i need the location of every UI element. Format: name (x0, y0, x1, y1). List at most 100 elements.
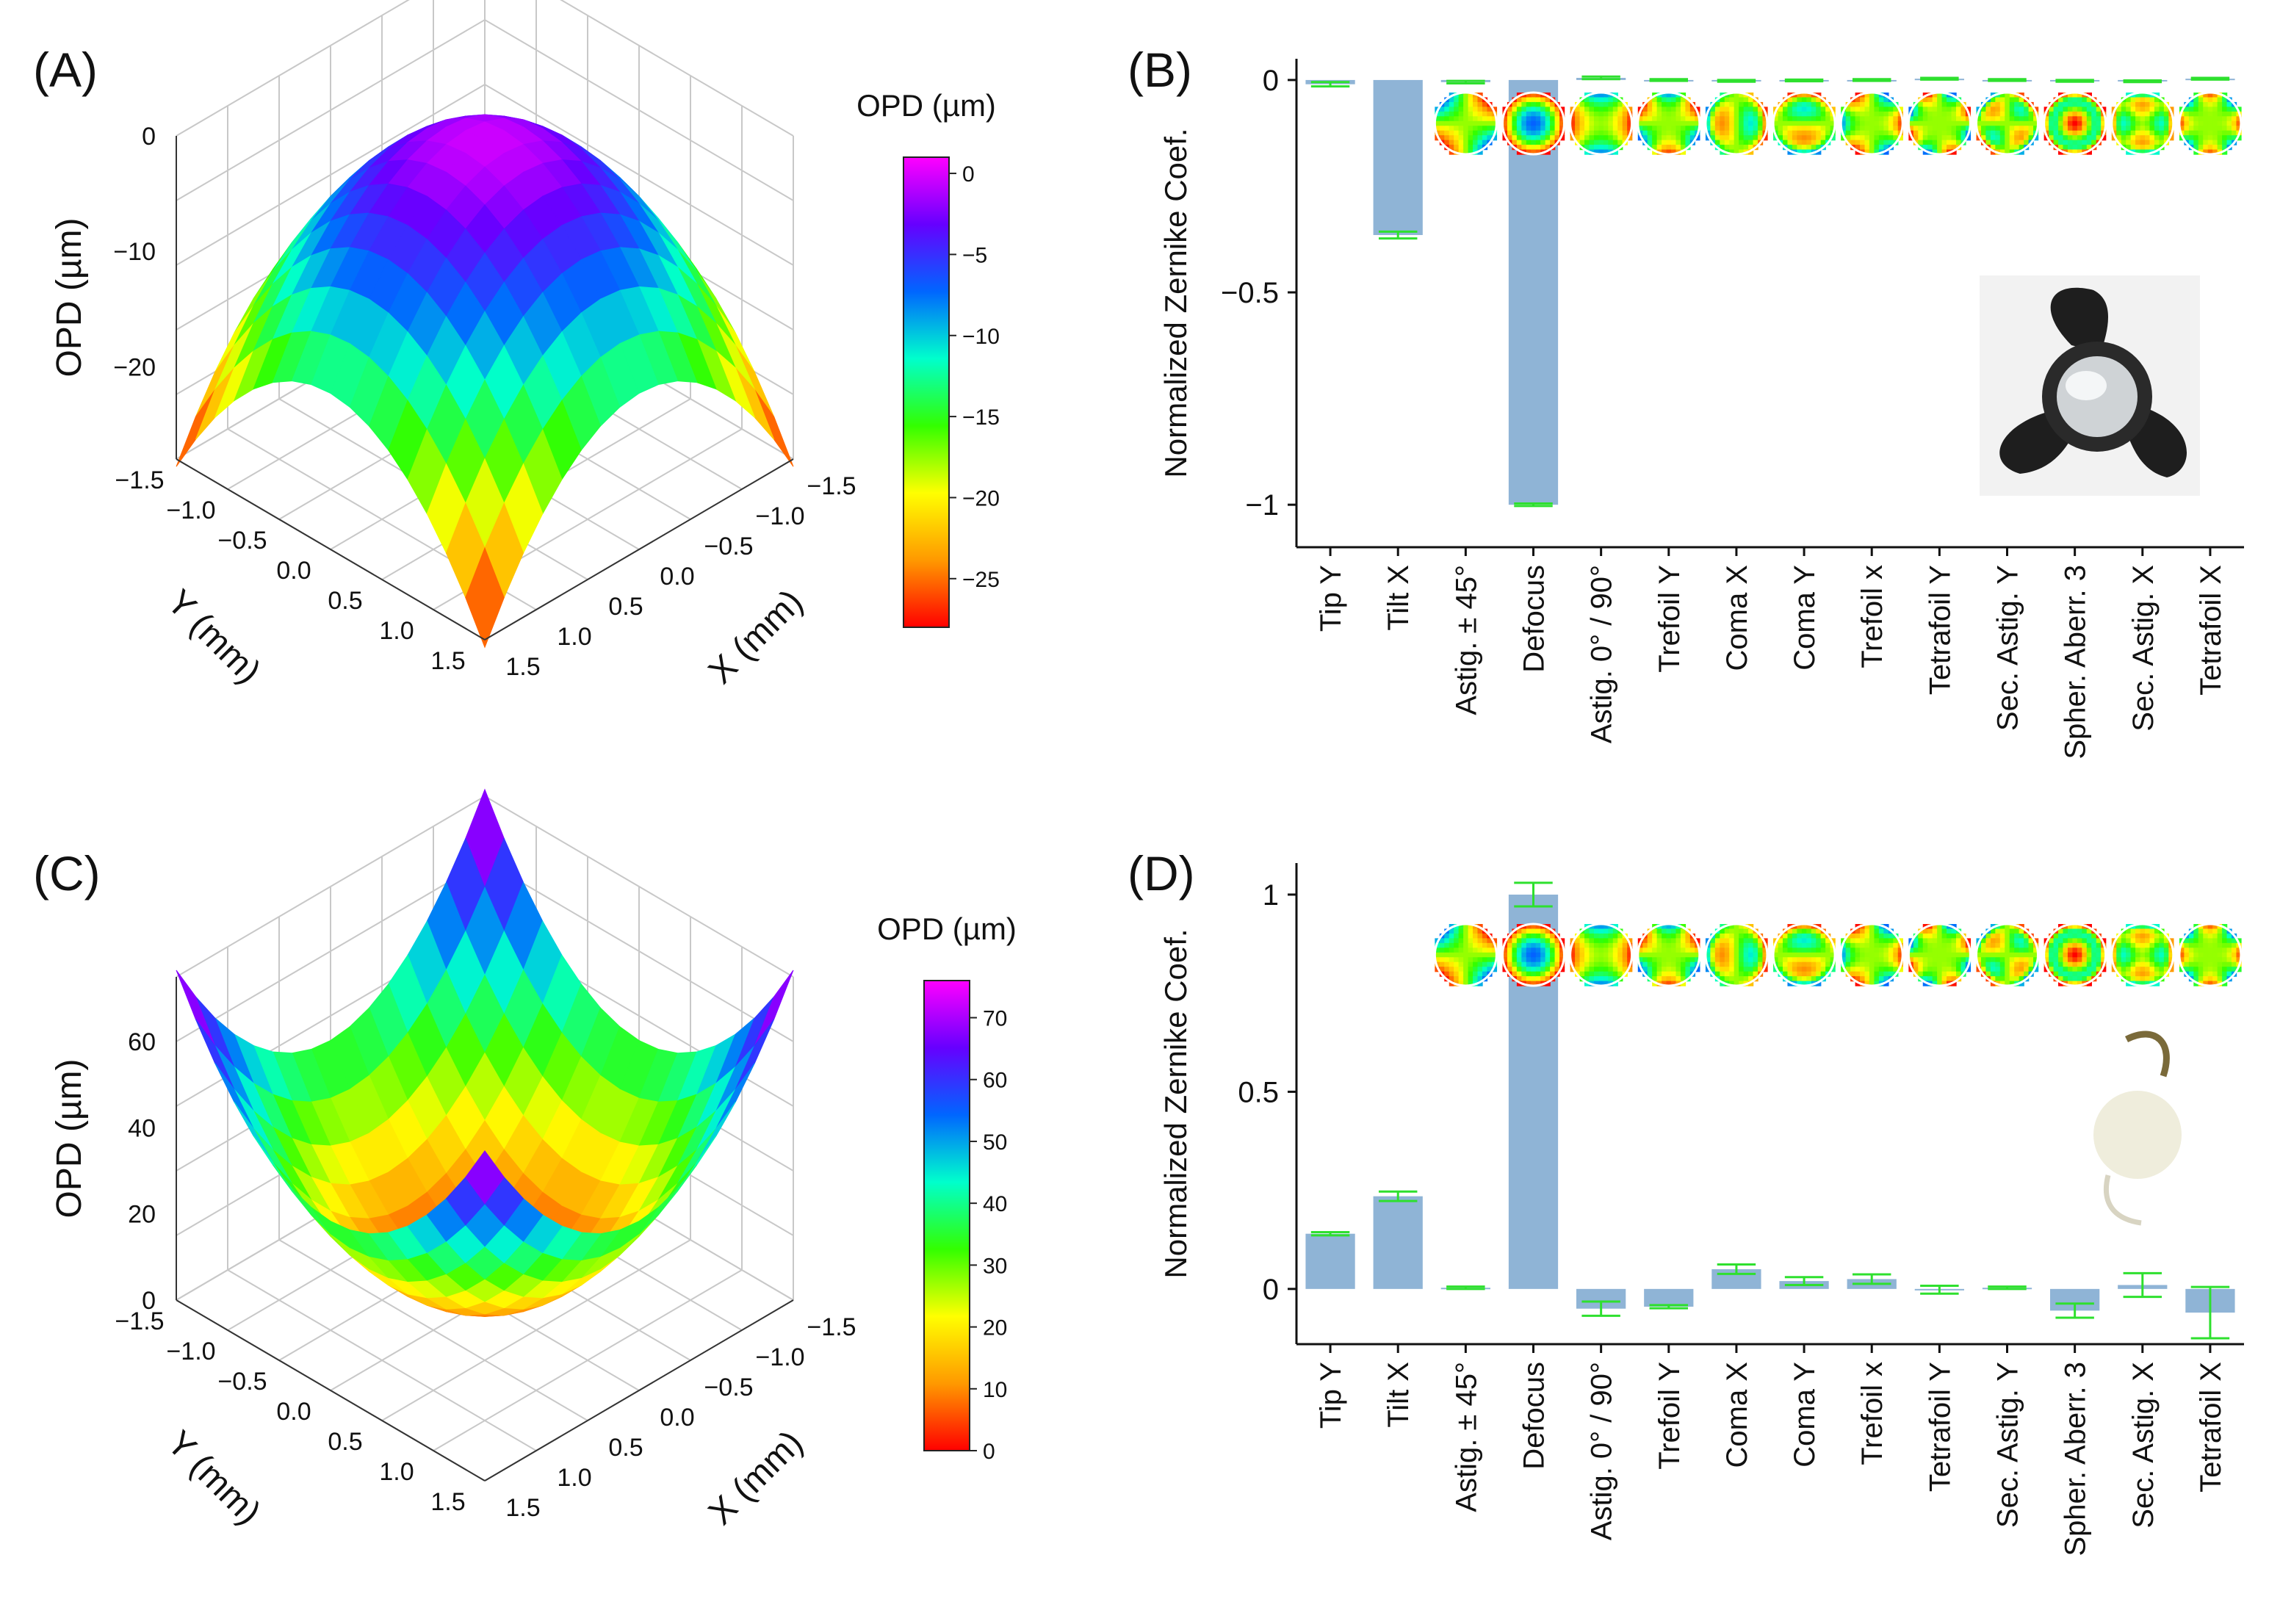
zernike-cell (1642, 942, 1648, 949)
zernike-cell (1662, 107, 1667, 112)
zernike-cell (2193, 938, 2199, 944)
zernike-cell (1913, 961, 1919, 967)
zernike-cell (1540, 948, 1546, 953)
zernike-cell (2086, 952, 2092, 958)
zernike-cell (2091, 971, 2097, 977)
zernike-cell (1883, 111, 1889, 118)
zernike-cell (2058, 135, 2064, 141)
zernike-cell (2207, 111, 2213, 118)
zernike-cell (1995, 967, 2001, 972)
zernike-cell (1608, 145, 1614, 151)
zernike-cell (1801, 967, 1808, 972)
zernike-cell (1830, 938, 1836, 944)
zernike-cell (1603, 933, 1609, 939)
zernike-cell (1729, 928, 1735, 934)
zernike-cell (1797, 928, 1803, 934)
zernike-cell (1705, 120, 1711, 126)
zernike-cell (1951, 961, 1957, 967)
zernike-cell (2049, 111, 2055, 118)
zernike-cell (1695, 120, 1700, 126)
zernike-cell (1714, 126, 1721, 131)
zernike-cell (1734, 948, 1739, 953)
zernike-cell (1666, 93, 1672, 98)
zernike-cell (1439, 957, 1445, 963)
zernike-cell (1540, 101, 1546, 108)
zernike-cell (1743, 957, 1749, 963)
zernike-cell (1951, 116, 1957, 122)
zernike-cell (1883, 981, 1889, 986)
zernike-cell (1516, 107, 1523, 112)
zernike-cell (1675, 116, 1681, 122)
zernike-cell (1463, 135, 1469, 141)
x-tick-label: 1.0 (557, 623, 591, 651)
zernike-cell (2028, 961, 2034, 967)
zernike-cell (1540, 952, 1546, 958)
zernike-cell (1758, 120, 1764, 126)
zernike-cell (1874, 967, 1880, 972)
zernike-cell (2126, 971, 2132, 977)
zernike-cell (2067, 961, 2074, 967)
zernike-cell (1734, 942, 1739, 949)
zernike-cell (1622, 107, 1628, 112)
zernike-cell (1797, 140, 1803, 145)
zernike-cell (1468, 961, 1473, 967)
zernike-cell (1444, 120, 1450, 126)
zernike-cell (1550, 948, 1556, 953)
zernike-cell (2121, 126, 2126, 131)
zernike-cell (1888, 967, 1894, 972)
x-tick-label: 1.0 (557, 1464, 591, 1492)
zernike-cell (1575, 942, 1581, 949)
zernike-cell (1897, 957, 1903, 963)
zernike-cell (1656, 957, 1662, 963)
zernike-cell (2212, 130, 2218, 136)
zernike-cell (1593, 149, 1600, 155)
zernike-cell (2236, 957, 2242, 963)
zernike-cell (1444, 938, 1450, 944)
zernike-cell (1739, 981, 1745, 986)
zernike-cell (2086, 933, 2092, 939)
zernike-cell (1748, 126, 1754, 131)
zernike-cell (1612, 107, 1618, 112)
zernike-cell (1656, 120, 1662, 126)
zernike-cell (1593, 126, 1600, 131)
zernike-cell (1918, 971, 1924, 977)
zernike-cell (1439, 938, 1445, 944)
zernike-cell (1689, 130, 1696, 136)
zernike-cell (1608, 140, 1614, 145)
zernike-cell (1806, 957, 1812, 963)
zernike-cell (1449, 120, 1454, 126)
zernike-cell (1792, 924, 1798, 930)
zernike-cell (1720, 101, 1725, 108)
zernike-cell (1995, 938, 2001, 944)
z-tick-label: −10 (113, 238, 156, 266)
zernike-cell (2063, 135, 2068, 141)
zernike-cell (2126, 107, 2132, 112)
zernike-cell (2135, 971, 2141, 977)
zernike-cell (2053, 952, 2059, 958)
zernike-cell (1724, 933, 1730, 939)
zernike-cell (1647, 938, 1653, 944)
zernike-cell (1603, 120, 1609, 126)
zernike-cell (1622, 126, 1628, 131)
zernike-cell (2077, 971, 2083, 977)
zernike-cell (1864, 107, 1870, 112)
zernike-cell (2145, 145, 2151, 151)
zernike-cell (1444, 116, 1450, 122)
x-tick-label: Sec. Astig. X (2127, 1362, 2160, 1529)
zernike-cell (2184, 967, 2190, 972)
zernike-cell (1584, 971, 1590, 977)
zernike-cell (1458, 107, 1464, 112)
zernike-cell (2232, 135, 2237, 141)
zernike-cell (1622, 942, 1628, 949)
zernike-cell (2049, 120, 2055, 126)
zernike-cell (1589, 107, 1595, 112)
zernike-cell (1874, 928, 1880, 934)
zernike-cell (1477, 976, 1483, 982)
zernike-cell (1554, 107, 1560, 112)
zernike-cell (1531, 933, 1537, 939)
zernike-cell (1748, 130, 1754, 136)
bar (1373, 1196, 1423, 1289)
zernike-cell (1762, 126, 1768, 131)
zernike-cell (1671, 126, 1677, 131)
zernike-cell (2043, 942, 2049, 949)
